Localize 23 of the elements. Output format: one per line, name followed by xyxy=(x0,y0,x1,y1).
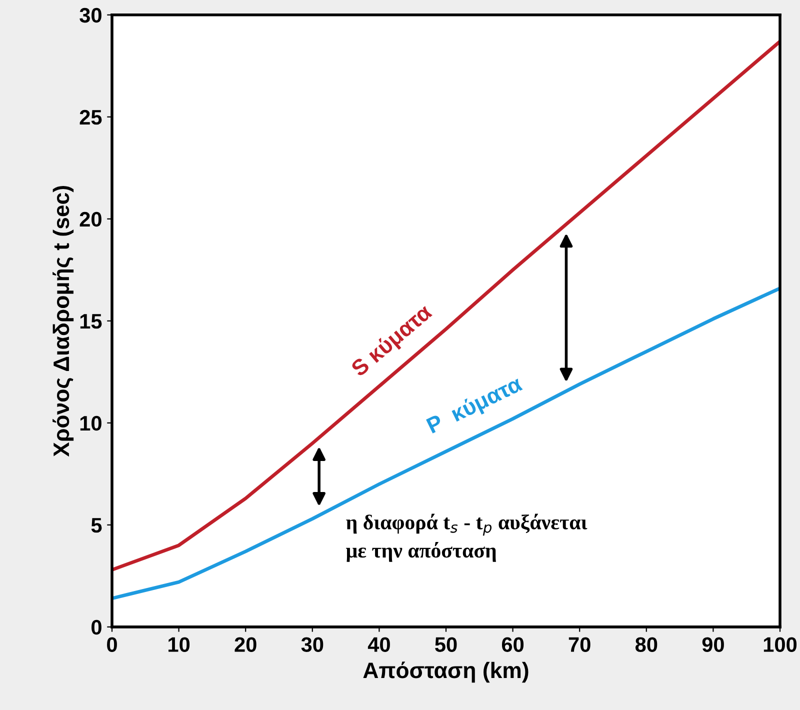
line-series xyxy=(112,40,780,572)
y-tick-label: 0 xyxy=(92,620,102,635)
y-axis-title: Χρόνος Διαδρομής t (sec) xyxy=(52,186,74,457)
x-tick-label: 100 xyxy=(764,637,797,652)
x-tick-label: 90 xyxy=(702,637,724,652)
y-tick-label: 15 xyxy=(80,314,102,329)
x-tick-label: 20 xyxy=(234,637,256,652)
y-tick-label: 5 xyxy=(91,518,102,533)
x-tick-label: 0 xyxy=(107,637,117,652)
line-series xyxy=(112,286,780,600)
y-tick-label: 20 xyxy=(80,212,102,227)
x-tick-label: 10 xyxy=(168,637,190,652)
y-tick-label: 30 xyxy=(80,8,102,23)
annotation: η διαφορά t$_{s}$ - t$_{p}$ αυξάνεται με την απόσταση xyxy=(346,514,588,562)
y-tick-label: 25 xyxy=(80,110,102,125)
x-tick-label: 40 xyxy=(368,637,390,652)
x-tick-label: 60 xyxy=(502,637,524,652)
x-axis-title: Απόσταση (km) xyxy=(363,662,528,683)
x-tick-label: 30 xyxy=(301,637,324,652)
y-tick-label: 10 xyxy=(80,416,102,431)
x-tick-label: 80 xyxy=(635,637,658,652)
x-tick-label: 70 xyxy=(568,637,590,652)
x-tick-label: 50 xyxy=(435,637,457,652)
